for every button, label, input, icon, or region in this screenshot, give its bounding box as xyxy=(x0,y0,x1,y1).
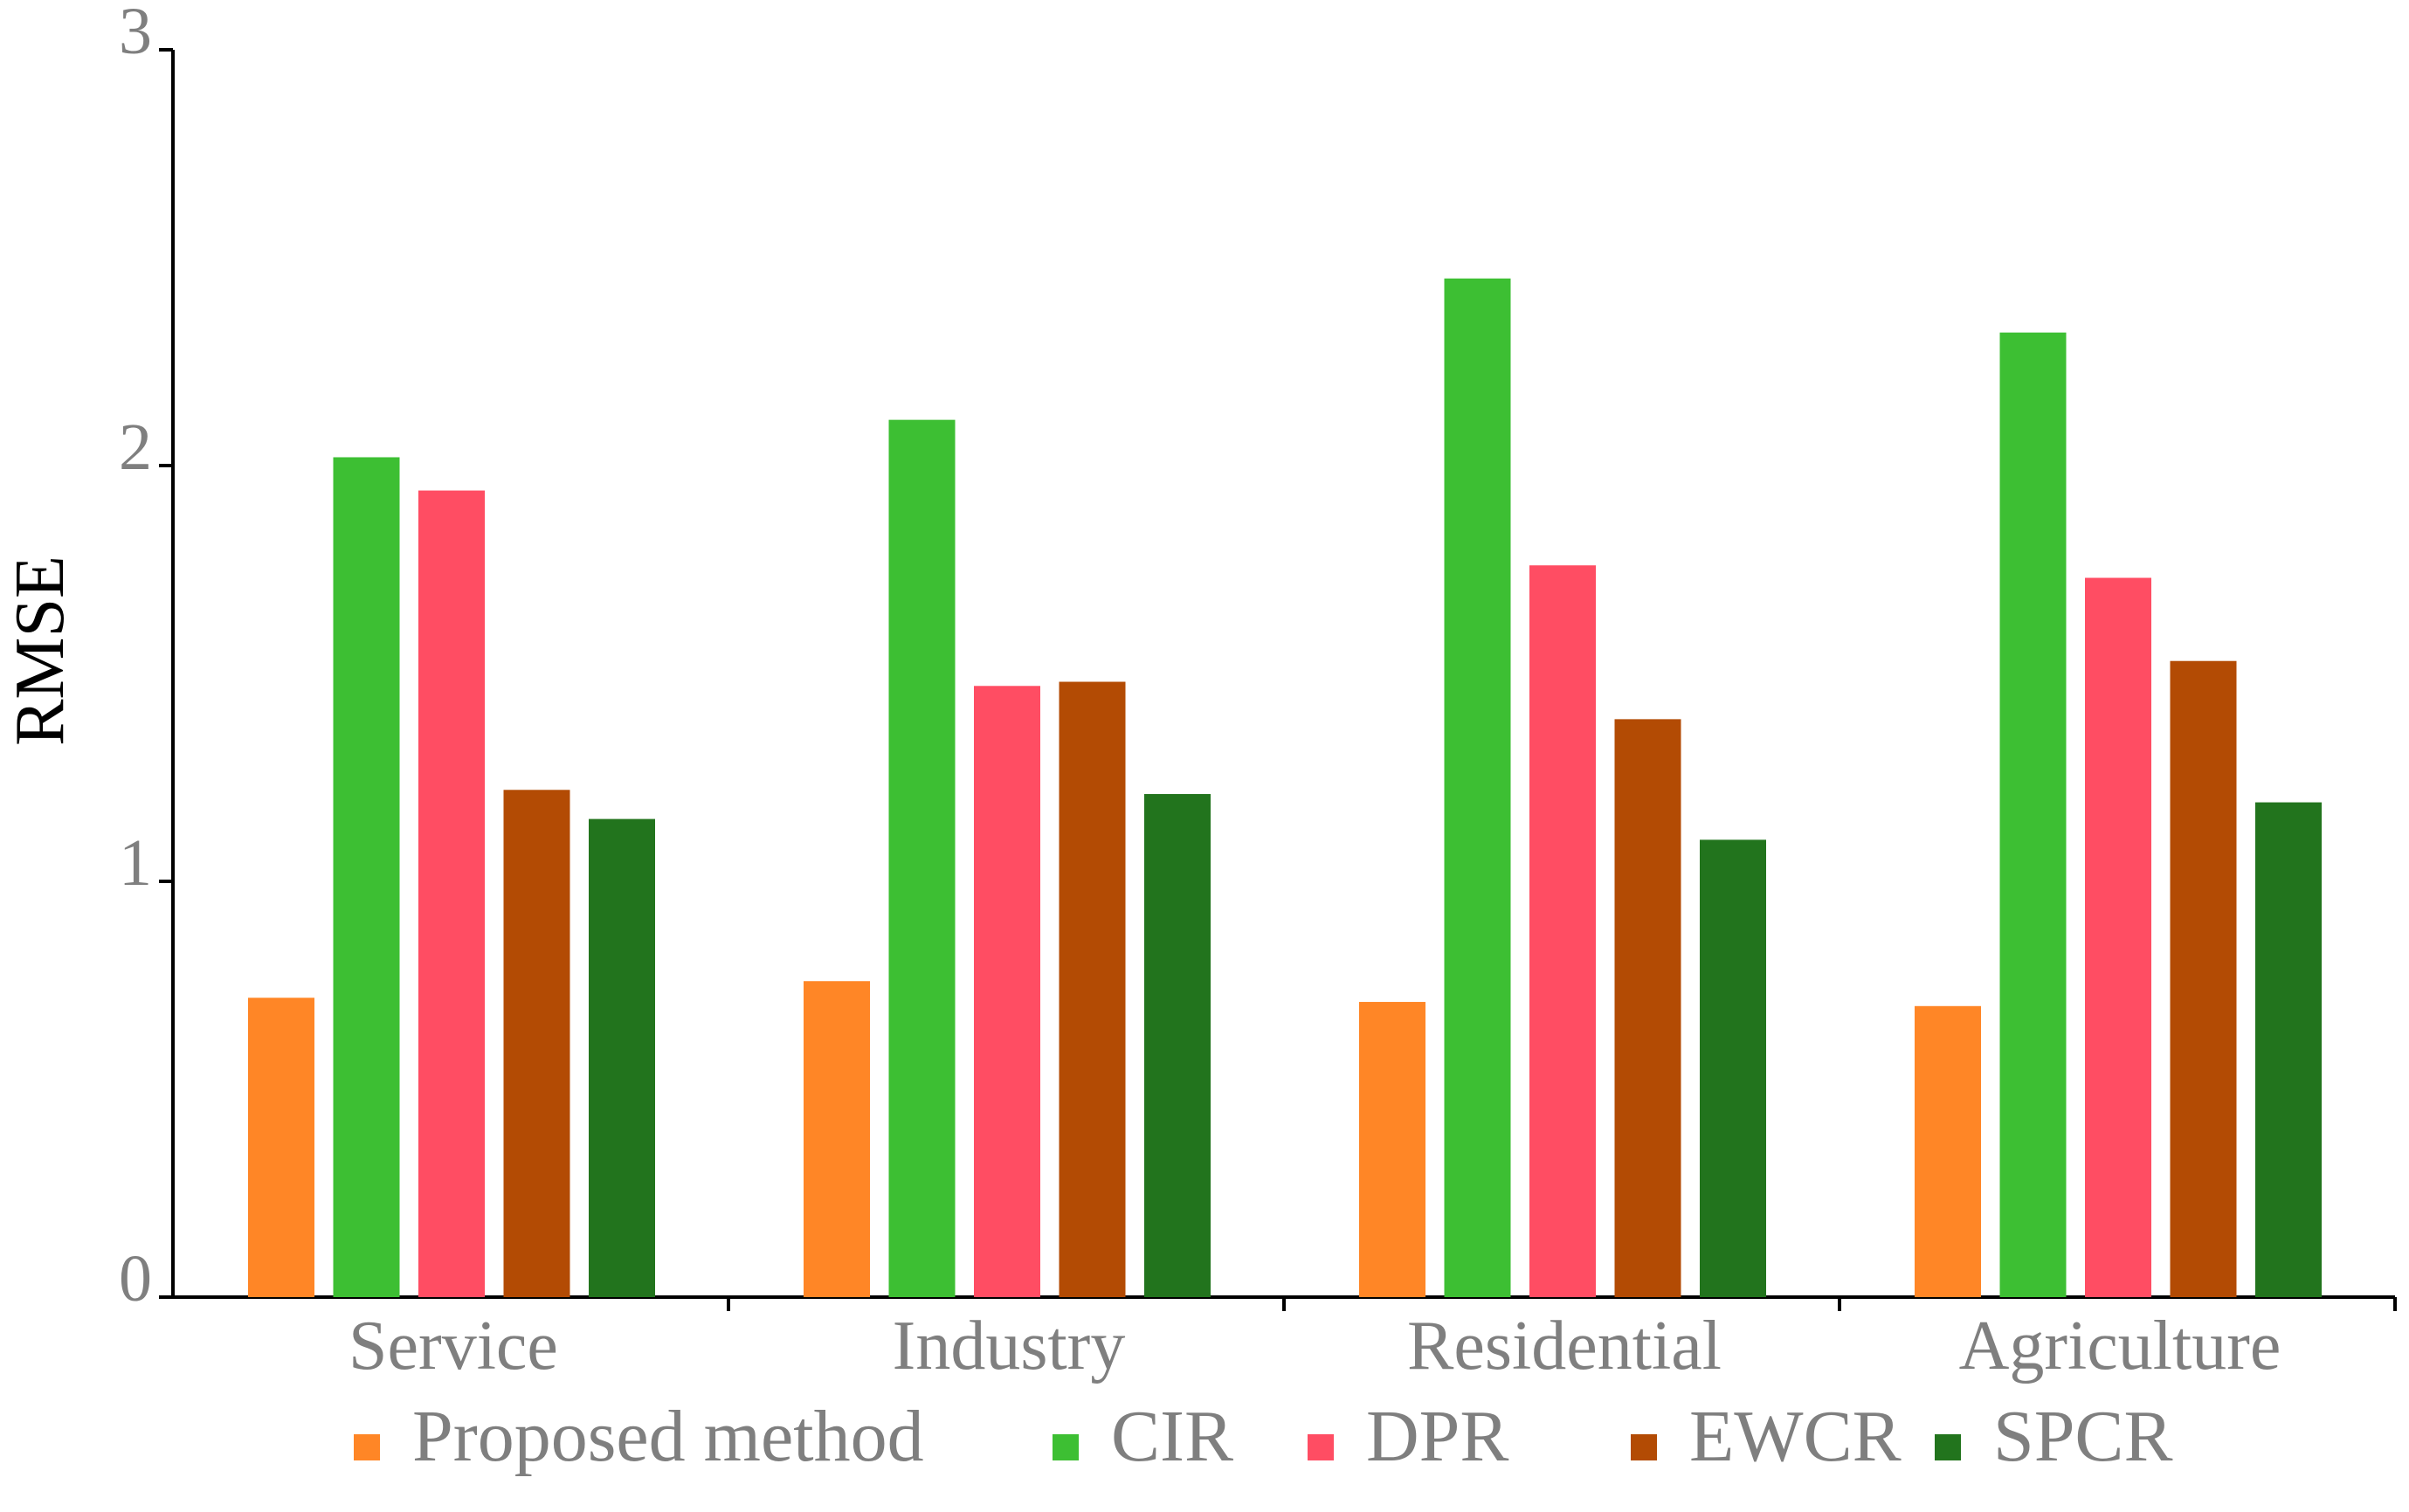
y-tick-label: 1 xyxy=(119,826,152,900)
category-label: Agriculture xyxy=(1959,1308,2281,1384)
bar-industry-cir xyxy=(888,419,956,1297)
legend-swatch-dpr xyxy=(1308,1434,1334,1460)
bar-residential-spcr xyxy=(1700,839,1766,1297)
bar-industry-dpr xyxy=(974,686,1040,1297)
legend-swatch-proposed-method xyxy=(354,1434,380,1460)
bar-residential-dpr xyxy=(1529,565,1596,1297)
legend: Proposed method CIR DPR EWCR SPCR xyxy=(354,1396,2173,1477)
labels: 0 1 2 3 Service Industry Residential Agricultur… xyxy=(119,0,2281,1384)
bar-agriculture-cir xyxy=(1999,332,2067,1298)
bar-residential-cir xyxy=(1444,278,1511,1297)
bar-service-spcr xyxy=(589,818,655,1297)
bar-industry-ewcr xyxy=(1059,681,1126,1297)
category-label: Service xyxy=(349,1308,558,1384)
legend-label-dpr: DPR xyxy=(1366,1396,1508,1477)
bar-residential-ewcr xyxy=(1614,719,1681,1297)
bar-agriculture-spcr xyxy=(2255,802,2322,1297)
y-tick-label: 3 xyxy=(119,0,152,68)
bar-industry-spcr xyxy=(1144,794,1211,1297)
bar-service-dpr xyxy=(418,490,485,1297)
y-tick-label: 2 xyxy=(119,411,152,484)
category-label: Industry xyxy=(893,1308,1126,1384)
bars xyxy=(248,278,2322,1298)
legend-label-spcr: SPCR xyxy=(1993,1396,2173,1477)
legend-swatch-spcr xyxy=(1935,1434,1961,1460)
bar-residential-proposed-method xyxy=(1359,1002,1425,1297)
legend-swatch-cir xyxy=(1053,1434,1079,1460)
bar-agriculture-proposed-method xyxy=(1915,1005,1981,1297)
legend-swatch-ewcr xyxy=(1631,1434,1657,1460)
category-label: Residential xyxy=(1407,1308,1722,1384)
bar-service-ewcr xyxy=(503,790,570,1297)
bar-agriculture-ewcr xyxy=(2170,660,2237,1297)
bar-service-proposed-method xyxy=(248,998,314,1297)
y-tick-label: 0 xyxy=(119,1242,152,1315)
legend-label-proposed-method: Proposed method xyxy=(412,1396,924,1477)
bar-industry-proposed-method xyxy=(804,981,870,1297)
bar-service-cir xyxy=(333,457,400,1297)
legend-label-cir: CIR xyxy=(1111,1396,1233,1477)
bar-agriculture-dpr xyxy=(2085,577,2151,1297)
legend-label-ewcr: EWCR xyxy=(1689,1396,1902,1477)
y-axis-title: RMSE xyxy=(2,556,79,746)
